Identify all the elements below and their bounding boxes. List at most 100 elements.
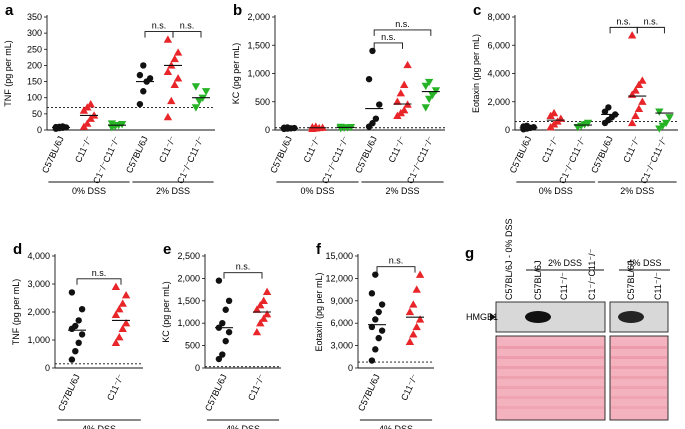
data-point — [369, 120, 376, 127]
data-point — [583, 119, 593, 128]
significance-bracket — [144, 31, 174, 38]
data-point — [111, 282, 121, 290]
ponceau-band — [611, 406, 667, 409]
data-point — [256, 301, 265, 309]
data-point — [400, 106, 409, 114]
x-tick-label: C57BL/6J — [589, 135, 615, 175]
data-point — [170, 54, 179, 63]
data-point — [368, 323, 376, 331]
data-point — [661, 119, 671, 128]
data-point — [368, 290, 376, 297]
data-point — [121, 291, 131, 299]
data-point — [424, 78, 434, 87]
data-point — [136, 71, 144, 79]
y-tick-label: 6,000 — [487, 40, 510, 50]
data-point — [222, 306, 229, 313]
data-point — [191, 104, 201, 112]
group-3: C57BL/6J — [589, 104, 620, 175]
x-tick-label: C57BL/6J — [56, 373, 82, 413]
data-point — [75, 339, 82, 346]
group-1: C11⁻/⁻ — [399, 270, 425, 402]
group-3: C57BL/6J — [353, 47, 384, 175]
condition-label: 4% DSS — [226, 424, 260, 429]
data-point — [167, 96, 176, 105]
x-tick-label: C57BL/6J — [40, 135, 66, 175]
y-tick-label: 9,000 — [330, 296, 353, 306]
data-point — [421, 82, 430, 91]
condition-label: 2% DSS — [620, 186, 654, 196]
y-tick-label: 0 — [348, 363, 353, 373]
data-point — [78, 331, 86, 338]
significance-bracket — [609, 26, 638, 34]
data-point — [163, 112, 173, 121]
data-point — [256, 319, 265, 327]
y-tick-label: 8,000 — [487, 12, 510, 22]
data-point — [368, 357, 376, 364]
data-point — [163, 35, 173, 43]
significance-bracket — [76, 278, 122, 285]
data-point — [173, 48, 183, 56]
y-axis-label: TNF (pg per mL) — [11, 279, 21, 346]
y-tick-label: 2,500 — [177, 251, 200, 261]
significance-bracket — [223, 272, 263, 279]
data-point — [638, 76, 647, 84]
data-point — [146, 75, 154, 82]
panel-f: f 0 3,000 6,000 9,000 12,000 15,000 Eotaxin (pg… — [314, 241, 434, 429]
group-5: C1⁻/⁻C11⁻/⁻ — [175, 83, 211, 185]
y-axis-label: TNF (pg per mL) — [3, 40, 13, 107]
data-point — [115, 305, 124, 313]
data-point — [284, 124, 291, 131]
data-point — [530, 123, 537, 131]
data-point — [59, 123, 66, 130]
y-tick-label: 4,000 — [27, 251, 50, 261]
y-tick-label: 0 — [37, 125, 42, 135]
data-point — [111, 338, 121, 346]
significance-bracket — [376, 266, 416, 273]
group-1: C11⁻/⁻ — [301, 122, 327, 164]
lane-label: C11⁻/⁻ — [653, 272, 663, 300]
data-point — [68, 289, 76, 296]
data-point — [655, 108, 664, 116]
y-tick-label: 1,000 — [247, 69, 270, 79]
y-axis-label: Eotaxin (pg per mL) — [471, 34, 481, 113]
data-point — [372, 316, 379, 323]
x-tick-label: C11⁻/⁻ — [301, 134, 322, 164]
x-tick-label: C57BL/6J — [203, 373, 229, 413]
panel-letter: b — [233, 2, 242, 19]
data-point — [111, 310, 121, 318]
data-point — [118, 324, 127, 332]
significance-bracket — [373, 42, 403, 49]
data-point — [201, 88, 211, 96]
ponceau-band — [611, 346, 667, 349]
ponceau-band — [497, 356, 604, 359]
significance-bracket — [373, 29, 432, 36]
data-point — [412, 285, 421, 293]
ponceau-band — [497, 406, 604, 409]
significance-label: n.s. — [92, 268, 107, 278]
data-point — [170, 80, 179, 88]
data-point — [375, 308, 382, 316]
group-0: C57BL/6J — [40, 123, 70, 175]
y-axis-label: KC (pg per mL) — [161, 281, 171, 343]
data-point — [421, 104, 430, 112]
x-tick-label: C11⁻/⁻ — [540, 134, 561, 164]
data-point — [107, 120, 117, 128]
x-tick-label: C57BL/6J — [124, 135, 150, 175]
band-arrow-icon — [490, 313, 496, 321]
y-axis-label: KC (pg per mL) — [231, 43, 241, 105]
group-0: C57BL/6J — [56, 289, 86, 413]
y-tick-label: 1,500 — [177, 296, 200, 306]
x-tick-label: C11⁻/⁻ — [73, 134, 94, 164]
data-point — [225, 297, 233, 304]
data-point — [431, 87, 441, 95]
panel-e: e 0 500 1,000 1,500 2,000 2,500 KC (pg per mL) C… — [161, 241, 281, 429]
y-axis-label: Eotaxin (pg per mL) — [314, 272, 324, 351]
ponceau-band — [497, 396, 604, 399]
data-point — [631, 111, 640, 120]
condition-label: 0% DSS — [539, 186, 573, 196]
panel-b: b 0 500 1,000 1,500 2,000 KC (pg per mL) C57BL/… — [231, 2, 445, 196]
condition-label: 0% DSS — [300, 186, 334, 196]
data-point — [219, 351, 226, 358]
y-tick-label: 100 — [27, 93, 42, 103]
x-tick-label: C1⁻/⁻C11⁻/⁻ — [405, 134, 436, 185]
